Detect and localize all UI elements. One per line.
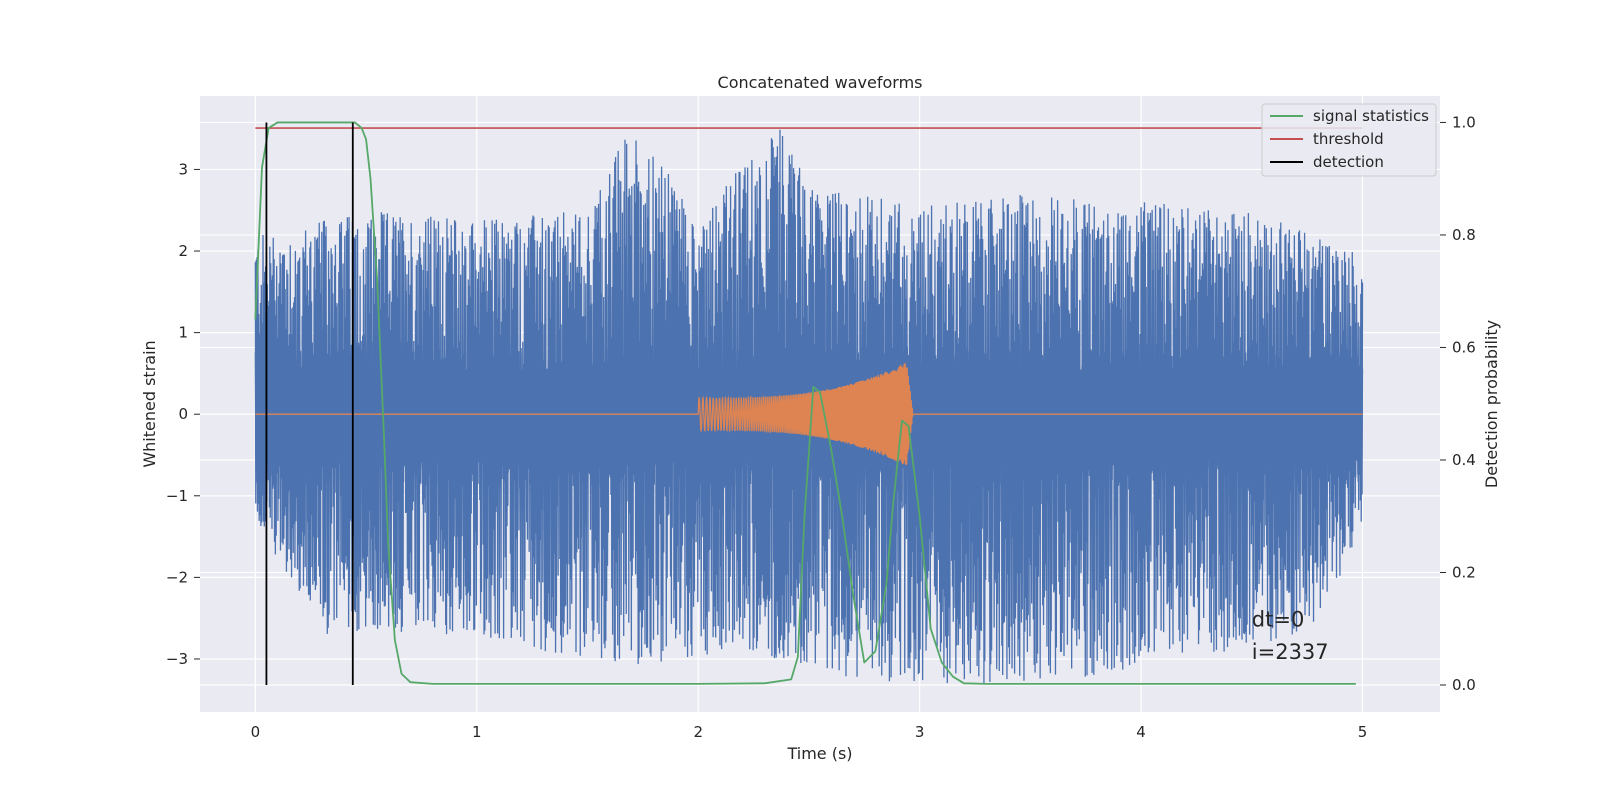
y-right-tick-label: 0.4 [1452,451,1476,469]
legend: signal statistics threshold detection [1261,103,1437,177]
legend-box [1261,103,1437,177]
y-tick-label: −3 [166,650,188,668]
x-axis-label: Time (s) [786,744,852,763]
y-right-tick-label: 0.8 [1452,226,1476,244]
chirp-series [255,363,1363,466]
x-tick-label: 3 [915,723,925,741]
signal-statistics-line [254,121,1356,685]
x-tick-label: 5 [1358,723,1368,741]
legend-label-threshold: threshold [1313,130,1384,148]
y-right-tick-label: 0.0 [1452,676,1476,694]
x-tick-label: 2 [693,723,703,741]
y-tick-label: 1 [178,324,188,342]
x-tick-label: 4 [1136,723,1146,741]
noise-band [254,340,1364,488]
legend-label-signal-statistics: signal statistics [1313,107,1429,125]
y-right-tick-label: 0.2 [1452,563,1476,581]
y-right-tick-label: 1.0 [1452,113,1476,131]
y-axis-label-right: Detection probability [1482,320,1501,488]
tick-labels: 0 1 2 3 4 5 −3 −2 −1 0 1 2 3 0.0 0.2 0.4 0.6 0.8 1.0 [166,113,1476,741]
annotation-text: dt=0 [1252,607,1305,631]
legend-label-detection: detection [1313,153,1384,171]
y-tick-label: 0 [178,405,188,423]
y-tick-label: 3 [178,160,188,178]
y-tick-label: 2 [178,242,188,260]
annotations: dt=0 i=2337 [1252,607,1329,664]
x-tick-label: 1 [472,723,482,741]
y-tick-label: −1 [166,487,188,505]
annotation-text: i=2337 [1252,640,1329,664]
chart-title: Concatenated waveforms [718,73,923,92]
y-axis-label: Whitened strain [140,340,159,467]
noise-series [254,129,1364,684]
y-tick-label: −2 [166,568,188,586]
right-axis-series [254,121,1363,685]
y-right-tick-label: 0.6 [1452,338,1476,356]
chirp-line [255,363,1363,466]
x-tick-label: 0 [251,723,261,741]
